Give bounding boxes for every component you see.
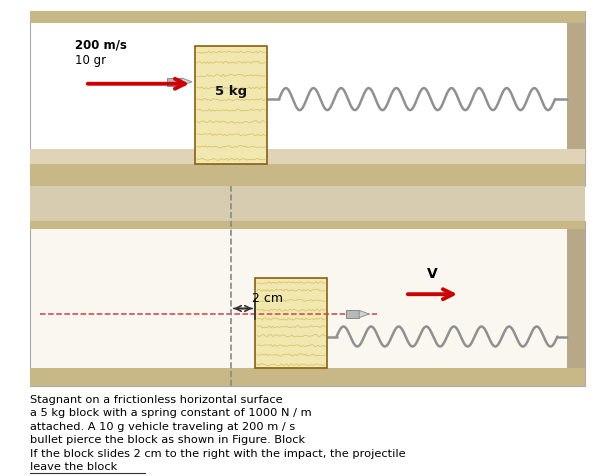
Text: 10 gr: 10 gr <box>75 54 106 67</box>
Bar <box>30 165 585 187</box>
Text: bullet pierce the block as shown in Figure. Block: bullet pierce the block as shown in Figu… <box>30 435 305 445</box>
Text: a 5 kg block with a spring constant of 1000 N / m: a 5 kg block with a spring constant of 1… <box>30 407 312 417</box>
Bar <box>30 187 585 221</box>
Bar <box>30 12 585 187</box>
Text: 200 m/s: 200 m/s <box>75 39 127 52</box>
Bar <box>30 221 585 229</box>
Bar <box>255 278 327 368</box>
Polygon shape <box>359 311 369 318</box>
Text: Stagnant on a frictionless horizontal surface: Stagnant on a frictionless horizontal su… <box>30 394 282 404</box>
Text: 2 cm: 2 cm <box>252 292 283 305</box>
Bar <box>30 368 585 386</box>
Bar <box>567 12 585 187</box>
Bar <box>30 12 585 24</box>
Bar <box>167 79 182 86</box>
Bar <box>567 221 585 386</box>
Bar <box>30 221 585 386</box>
Text: leave the block: leave the block <box>30 462 117 472</box>
Text: 5 kg: 5 kg <box>215 84 247 97</box>
Polygon shape <box>182 79 192 86</box>
Bar <box>346 311 359 318</box>
Text: If the block slides 2 cm to the right with the impact, the projectile: If the block slides 2 cm to the right wi… <box>30 448 406 458</box>
Bar <box>195 47 267 165</box>
Text: attached. A 10 g vehicle traveling at 200 m / s: attached. A 10 g vehicle traveling at 20… <box>30 421 295 431</box>
Bar <box>30 149 585 165</box>
Text: V: V <box>427 267 438 281</box>
